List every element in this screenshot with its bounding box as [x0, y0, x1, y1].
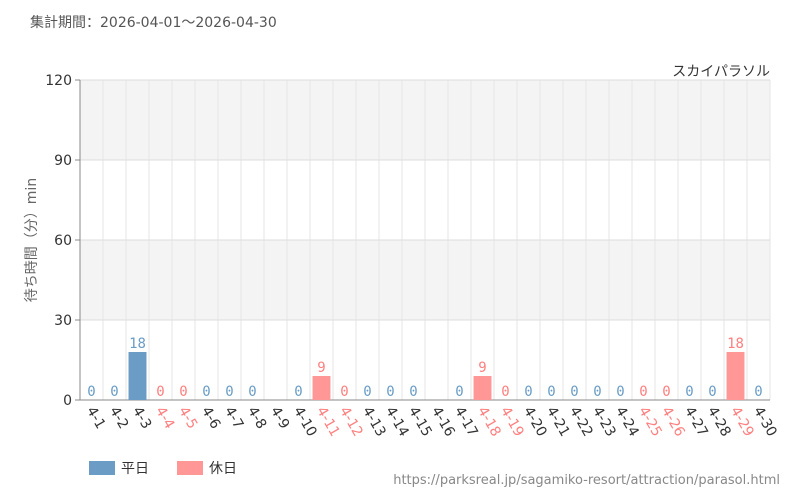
x-tick-label-4-14: 4-14 — [382, 404, 412, 440]
x-tick-label-4-22: 4-22 — [566, 404, 596, 440]
bar-value-label-4-5: 0 — [179, 384, 187, 400]
bar-value-label-4-13: 0 — [363, 384, 371, 400]
bar-value-label-4-21: 0 — [547, 384, 555, 400]
x-tick-label-4-4: 4-4 — [152, 404, 177, 432]
bar-4-3 — [128, 352, 147, 400]
x-tick-label-4-5: 4-5 — [175, 404, 200, 432]
x-tick-label-4-2: 4-2 — [106, 404, 131, 432]
x-tick-label-4-27: 4-27 — [681, 404, 711, 440]
x-tick-label-4-18: 4-18 — [474, 404, 504, 440]
x-tick-label-4-25: 4-25 — [635, 404, 665, 440]
bar-value-label-4-29: 18 — [727, 336, 744, 352]
x-tick-label-4-30: 4-30 — [750, 404, 780, 440]
bar-value-label-4-3: 18 — [129, 336, 146, 352]
y-tick-label: 90 — [54, 153, 72, 169]
x-tick-label-4-23: 4-23 — [589, 404, 619, 440]
bar-value-label-4-11: 9 — [317, 360, 325, 376]
x-tick-label-4-26: 4-26 — [658, 404, 688, 440]
source-url-link[interactable]: https://parksreal.jp/sagamiko-resort/att… — [393, 473, 780, 488]
y-tick-label: 0 — [63, 393, 72, 409]
x-tick-label-4-19: 4-19 — [497, 404, 527, 440]
legend-item-weekday[interactable]: 平日 — [89, 458, 149, 478]
bar-value-label-4-23: 0 — [593, 384, 601, 400]
bar-4-29 — [726, 352, 745, 400]
bar-value-label-4-14: 0 — [386, 384, 394, 400]
legend: 平日 休日 — [89, 458, 237, 478]
bar-4-11 — [312, 376, 331, 400]
x-tick-label-4-12: 4-12 — [336, 404, 366, 440]
bar-value-label-4-8: 0 — [248, 384, 256, 400]
bar-value-label-4-12: 0 — [340, 384, 348, 400]
x-tick-label-4-28: 4-28 — [704, 404, 734, 440]
bar-value-label-4-10: 0 — [294, 384, 302, 400]
chart-title: スカイパラソル — [672, 64, 770, 80]
x-tick-label-4-10: 4-10 — [290, 404, 320, 440]
bar-value-label-4-26: 0 — [662, 384, 670, 400]
bar-value-label-4-27: 0 — [685, 384, 693, 400]
bar-value-label-4-1: 0 — [87, 384, 95, 400]
bar-value-label-4-4: 0 — [156, 384, 164, 400]
x-tick-label-4-8: 4-8 — [244, 404, 269, 432]
bar-value-label-4-20: 0 — [524, 384, 532, 400]
bar-value-label-4-17: 0 — [455, 384, 463, 400]
x-tick-label-4-13: 4-13 — [359, 404, 389, 440]
bar-value-label-4-22: 0 — [570, 384, 578, 400]
x-tick-label-4-21: 4-21 — [543, 404, 573, 440]
x-tick-label-4-29: 4-29 — [727, 404, 757, 440]
y-tick-label: 30 — [54, 313, 72, 329]
bar-value-label-4-19: 0 — [501, 384, 509, 400]
bar-value-label-4-30: 0 — [754, 384, 762, 400]
legend-label-holiday: 休日 — [209, 461, 237, 477]
x-tick-label-4-1: 4-1 — [83, 404, 108, 432]
bar-value-label-4-7: 0 — [225, 384, 233, 400]
x-tick-label-4-6: 4-6 — [198, 404, 223, 432]
x-tick-label-4-17: 4-17 — [451, 404, 481, 440]
x-tick-label-4-7: 4-7 — [221, 404, 246, 432]
x-tick-label-4-11: 4-11 — [313, 404, 343, 440]
legend-item-holiday[interactable]: 休日 — [177, 458, 237, 478]
x-tick-label-4-9: 4-9 — [267, 404, 292, 432]
bar-value-label-4-24: 0 — [616, 384, 624, 400]
bar-value-label-4-25: 0 — [639, 384, 647, 400]
bar-value-label-4-15: 0 — [409, 384, 417, 400]
bar-value-label-4-6: 0 — [202, 384, 210, 400]
y-tick-label: 60 — [54, 233, 72, 249]
x-tick-label-4-20: 4-20 — [520, 404, 550, 440]
legend-label-weekday: 平日 — [121, 461, 149, 477]
legend-swatch-holiday — [177, 461, 203, 475]
x-tick-label-4-16: 4-16 — [428, 404, 458, 440]
bar-value-label-4-28: 0 — [708, 384, 716, 400]
legend-swatch-weekday — [89, 461, 115, 475]
y-axis-title: 待ち時間（分）min — [24, 178, 40, 302]
period-label: 集計期間：2026-04-01～2026-04-30 — [30, 15, 277, 31]
x-tick-label-4-24: 4-24 — [612, 404, 642, 440]
bar-value-label-4-2: 0 — [110, 384, 118, 400]
y-tick-label: 120 — [45, 73, 72, 89]
x-tick-label-4-15: 4-15 — [405, 404, 435, 440]
bar-value-label-4-18: 9 — [478, 360, 486, 376]
bar-4-18 — [473, 376, 492, 400]
x-tick-label-4-3: 4-3 — [129, 404, 154, 432]
